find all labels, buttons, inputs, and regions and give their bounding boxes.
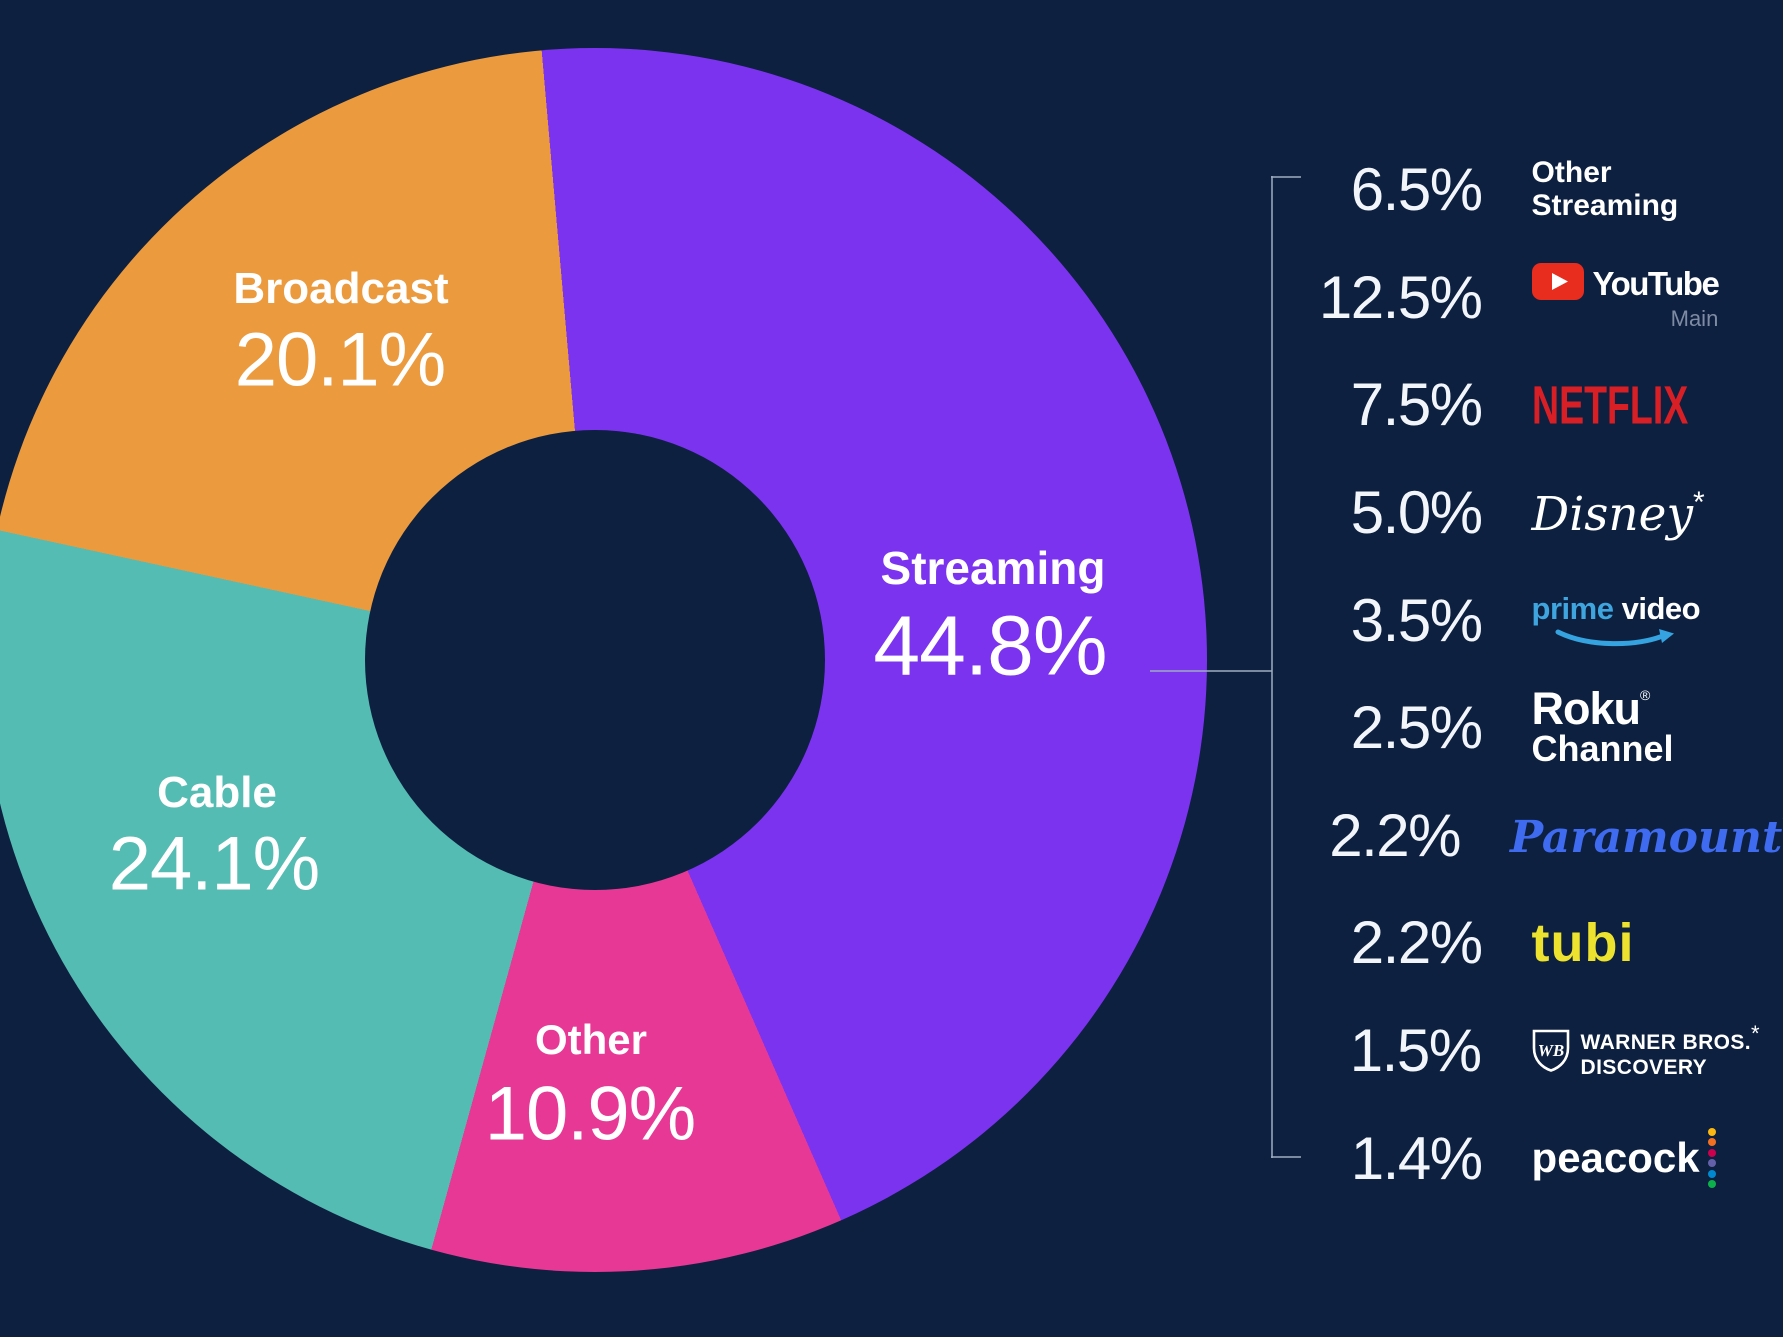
- streaming-breakdown-list: 6.5% Other Streaming 12.5% YouTube Main: [1180, 136, 1783, 1212]
- list-item-roku-channel: 2.5% Roku® Channel: [1180, 674, 1760, 782]
- video-wordmark-text: video: [1621, 590, 1701, 626]
- pct-peacock: 1.4%: [1350, 1124, 1483, 1192]
- wb-shield-icon: WB: [1532, 1029, 1569, 1072]
- pct-warner-bros-discovery: 1.5%: [1349, 1017, 1482, 1085]
- wbd-footnote-asterisk: *: [1751, 1020, 1760, 1046]
- peacock-logo: peacock: [1531, 1127, 1760, 1189]
- pct-youtube: 12.5%: [1318, 263, 1483, 331]
- pct-netflix: 7.5%: [1350, 371, 1483, 439]
- amazon-smile-icon: [1555, 628, 1675, 646]
- roku-channel-text: Channel: [1531, 728, 1674, 770]
- slice-label-cable: Cable: [157, 768, 277, 817]
- netflix-logo: NETFLIX: [1531, 374, 1688, 436]
- roku-text: Roku: [1531, 683, 1641, 735]
- breakdown-bracket-line: [1271, 176, 1273, 1158]
- peacock-feathers-icon: [1707, 1127, 1716, 1189]
- disney-footnote-asterisk: *: [1693, 485, 1705, 519]
- bracket-tick-bottom: [1271, 1156, 1301, 1158]
- tubi-logo: tubi: [1531, 912, 1635, 973]
- pct-prime-video: 3.5%: [1350, 586, 1483, 654]
- list-item-prime-video: 3.5% prime video: [1180, 566, 1760, 674]
- disney-wordmark: Disney: [1531, 486, 1694, 542]
- list-item-warner-bros-discovery: 1.5% WB WARNER BROS.* DISCOVERY: [1180, 997, 1760, 1105]
- slice-label-streaming: Streaming: [880, 542, 1106, 594]
- pct-roku-channel: 2.5%: [1350, 694, 1483, 762]
- discovery-line: DISCOVERY: [1580, 1056, 1708, 1080]
- disney-logo: Disney*: [1532, 485, 1760, 538]
- list-item-paramount: 2.2% Paramount*: [1180, 782, 1783, 890]
- bracket-tick-top: [1271, 176, 1301, 178]
- other-streaming-line2: Streaming: [1531, 188, 1679, 222]
- slice-label-other: Other: [534, 1016, 648, 1063]
- roku-wordmark: Roku®: [1532, 686, 1760, 731]
- pct-disney: 5.0%: [1350, 479, 1483, 547]
- warner-bros-discovery-logo: WB WARNER BROS.* DISCOVERY: [1531, 1021, 1760, 1080]
- paramount-logo: Paramount*: [1510, 810, 1783, 860]
- video-wordmark: [1613, 591, 1621, 626]
- paramount-wordmark: Paramount: [1510, 812, 1783, 864]
- slice-value-other: 10.9%: [484, 1071, 696, 1157]
- streaming-connector-line: [1150, 670, 1272, 672]
- slice-value-cable: 24.1%: [108, 821, 320, 907]
- prime-wordmark: prime: [1531, 590, 1614, 626]
- warner-bros-text: WARNER BROS.: [1580, 1030, 1752, 1054]
- pct-tubi: 2.2%: [1350, 909, 1483, 977]
- slice-value-streaming: 44.8%: [873, 598, 1107, 693]
- youtube-play-icon: [1531, 262, 1584, 305]
- slice-value-broadcast: 20.1%: [234, 317, 446, 403]
- donut-hole: [365, 430, 825, 890]
- youtube-variant-label: Main: [1670, 305, 1719, 331]
- list-item-other-streaming: 6.5% Other Streaming: [1180, 136, 1760, 244]
- list-item-netflix: 7.5% NETFLIX: [1180, 351, 1760, 459]
- prime-video-logo: prime video: [1532, 591, 1701, 650]
- list-item-disney: 5.0% Disney*: [1180, 459, 1760, 567]
- youtube-logo: YouTube Main: [1531, 262, 1720, 332]
- list-item-tubi: 2.2% tubi: [1180, 889, 1760, 997]
- warner-bros-line: WARNER BROS.*: [1581, 1021, 1760, 1055]
- other-streaming-line1: Other: [1531, 156, 1612, 190]
- pct-paramount: 2.2%: [1329, 801, 1461, 869]
- other-streaming-label: Other Streaming: [1532, 157, 1760, 222]
- roku-registered-mark: ®: [1640, 687, 1650, 704]
- peacock-wordmark: peacock: [1531, 1134, 1700, 1182]
- list-item-peacock: 1.4% peacock: [1180, 1104, 1760, 1212]
- pct-other-streaming: 6.5%: [1350, 156, 1483, 224]
- slice-label-broadcast: Broadcast: [233, 264, 449, 313]
- wb-shield-letters: WB: [1537, 1041, 1563, 1060]
- list-item-youtube: 12.5% YouTube Main: [1180, 244, 1760, 352]
- youtube-wordmark: YouTube: [1592, 264, 1720, 302]
